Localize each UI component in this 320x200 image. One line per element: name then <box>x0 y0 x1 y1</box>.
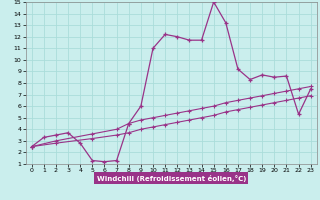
X-axis label: Windchill (Refroidissement éolien,°C): Windchill (Refroidissement éolien,°C) <box>97 175 246 182</box>
